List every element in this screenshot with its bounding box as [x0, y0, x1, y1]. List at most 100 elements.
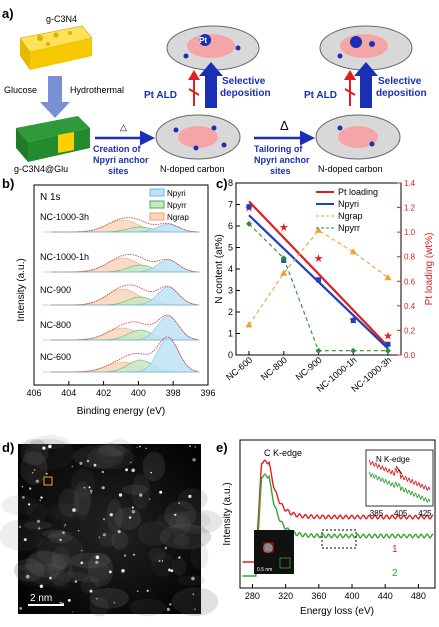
xps-sample-label: NC-900 — [40, 285, 71, 295]
xps-sample-label: NC-800 — [40, 320, 71, 330]
pt-ald-2: Pt ALD — [304, 90, 337, 101]
creation-line3: sites — [108, 166, 129, 176]
xps-fit-curve — [51, 314, 198, 341]
chart-point — [350, 318, 356, 324]
gc3n4-block — [19, 25, 93, 70]
xps-xtick: 402 — [96, 388, 111, 398]
down-arrow-shaft — [48, 76, 62, 102]
xps-xtick: 396 — [200, 388, 215, 398]
eels-inset-xtick: 405 — [394, 509, 408, 518]
n-kedge-label: N K-edge — [376, 455, 410, 464]
xps-fit-curve — [51, 217, 198, 233]
ndoped-label-1: N-doped carbon — [160, 164, 225, 174]
xps-sample-label: NC-1000-3h — [40, 212, 89, 222]
chart-point — [246, 220, 252, 227]
gc3n4-glu-label: g-C3N4@Glu — [14, 164, 68, 174]
xps-curves — [42, 217, 200, 373]
creation-line1: Creation of — [93, 144, 142, 154]
chart-legend-entry: Npyri — [338, 199, 359, 209]
xps-legend: Npyri Npyrr Ngrap — [149, 188, 189, 222]
xps-sample-label: NC-600 — [40, 352, 71, 362]
chart-ytick: 6 — [228, 221, 233, 231]
xps-xlabel: Binding energy (eV) — [77, 406, 165, 417]
gc3n4-glu-block — [16, 116, 90, 162]
chart-ylabel: N content (at%) — [214, 234, 225, 303]
chart-point — [246, 204, 252, 210]
chart-point — [384, 274, 392, 281]
chart-ytick: 2 — [228, 307, 233, 317]
chart-xtick: NC-800 — [259, 355, 289, 383]
creation-line2: Npyri anchor — [93, 155, 149, 165]
panel-e-label: e) — [216, 440, 228, 455]
chart-point — [316, 277, 321, 283]
xps-ticks: 406 404 402 400 398 396 — [26, 381, 216, 398]
curve1-label: 1 — [392, 544, 398, 555]
chart-point: ★ — [279, 222, 289, 234]
delta-small: △ — [120, 122, 127, 132]
chart-point: ★ — [383, 330, 393, 342]
selective-2: Selective — [378, 76, 422, 87]
chart-y2tick: 0.8 — [404, 253, 416, 262]
chart-ytick: 3 — [228, 286, 233, 296]
tailoring-line1: Tailoring of — [254, 144, 303, 154]
xps-frame — [33, 184, 209, 386]
eels-xtick: 440 — [378, 591, 393, 601]
chart-y2tick: 1.0 — [404, 228, 416, 237]
tailoring-line2: Npyri anchor — [254, 155, 310, 165]
panel-c-label: c) — [216, 176, 228, 191]
eels-xtick: 360 — [311, 591, 326, 601]
xps-fit-curve — [51, 336, 198, 373]
chart-ytick: 1 — [228, 329, 233, 339]
eels-xtick: 280 — [245, 591, 260, 601]
chart-legend: Pt loading Npyri Ngrap Npyrr — [316, 187, 378, 233]
tailoring-line3: sites — [270, 166, 291, 176]
chart-ytick: 8 — [228, 178, 233, 188]
up-arrow-2 — [360, 74, 372, 108]
xps-ylabel: Intensity (a.u.) — [16, 258, 27, 321]
xps-sample-labels: NC-1000-3h NC-1000-1h NC-900 NC-800 NC-600 — [40, 212, 89, 362]
c-kedge-label: C K-edge — [264, 448, 302, 458]
xps-xtick: 398 — [166, 388, 181, 398]
chart-point — [385, 341, 391, 347]
legend-ngrap: Ngrap — [167, 213, 189, 222]
panel-a-label: a) — [2, 6, 14, 21]
panel-d-label: d) — [2, 440, 14, 455]
eels-xtick: 320 — [278, 591, 293, 601]
chart-series: ★★★★★ — [244, 200, 393, 354]
eels-frame — [239, 439, 436, 589]
ndoped-carbon-sheet-1 — [155, 114, 241, 160]
eels-inset-xtick: 385 — [370, 509, 384, 518]
eels-curve-1 — [242, 459, 434, 563]
chart-y2tick: 0.0 — [404, 351, 416, 360]
selective-1: Selective — [222, 76, 266, 87]
xps-sample-label: NC-1000-1h — [40, 252, 89, 262]
chart-point — [315, 226, 322, 233]
chart-xtick: NC-900 — [294, 355, 324, 383]
ndoped-label-2: N-doped carbon — [318, 164, 383, 174]
curve2-label: 2 — [392, 568, 398, 579]
chart-legend-entry: Npyrr — [338, 223, 360, 233]
chart-y2tick: 0.4 — [404, 302, 416, 311]
chart-fit-line — [248, 200, 389, 348]
xps-xtick: 406 — [26, 388, 41, 398]
chart-y2label: Pt loading (wt%) — [424, 233, 435, 306]
chart-legend-entry: Ngrap — [338, 211, 363, 221]
stem-scale-label: 2 nm — [30, 593, 52, 604]
chart-point — [280, 255, 287, 262]
chart-point — [350, 347, 357, 354]
chart-point — [245, 321, 253, 328]
xps-fit-curve — [51, 284, 198, 306]
chart-ytick: 0 — [228, 350, 233, 360]
xps-xtick: 404 — [61, 388, 76, 398]
eels-xlabel: Energy loss (eV) — [300, 606, 374, 617]
chart-legend-entry: Pt loading — [338, 187, 378, 197]
eels-image-inset: 0.5 nm — [254, 530, 294, 574]
hydrothermal-label: Hydrothermal — [70, 85, 124, 95]
legend-npyrr: Npyrr — [167, 201, 187, 210]
haadf-stem-image: 2 nm — [0, 434, 223, 617]
pt-sheet-1 — [166, 25, 260, 71]
pt-ald-1: Pt ALD — [144, 90, 177, 101]
chart-y2tick: 1.2 — [404, 204, 416, 213]
chart-ytick: 5 — [228, 243, 233, 253]
